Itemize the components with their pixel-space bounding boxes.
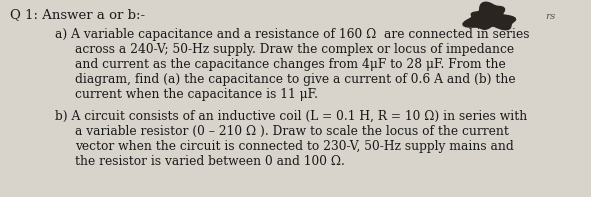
Text: current when the capacitance is 11 μF.: current when the capacitance is 11 μF. <box>75 88 318 101</box>
Text: vector when the circuit is connected to 230-V, 50-Hz supply mains and: vector when the circuit is connected to … <box>75 140 514 153</box>
Text: a) A variable capacitance and a resistance of 160 Ω  are connected in series: a) A variable capacitance and a resistan… <box>55 28 530 41</box>
Text: Q 1: Answer a or b:-: Q 1: Answer a or b:- <box>10 8 145 21</box>
Text: diagram, find (a) the capacitance to give a current of 0.6 A and (b) the: diagram, find (a) the capacitance to giv… <box>75 73 515 86</box>
Text: and current as the capacitance changes from 4μF to 28 μF. From the: and current as the capacitance changes f… <box>75 58 506 71</box>
Text: the resistor is varied between 0 and 100 Ω.: the resistor is varied between 0 and 100… <box>75 155 345 168</box>
Text: a variable resistor (0 – 210 Ω ). Draw to scale the locus of the current: a variable resistor (0 – 210 Ω ). Draw t… <box>75 125 509 138</box>
Text: across a 240-V; 50-Hz supply. Draw the complex or locus of impedance: across a 240-V; 50-Hz supply. Draw the c… <box>75 43 514 56</box>
Text: rs: rs <box>545 11 556 20</box>
Text: b) A circuit consists of an inductive coil (L = 0.1 H, R = 10 Ω) in series with: b) A circuit consists of an inductive co… <box>55 110 527 123</box>
Polygon shape <box>463 2 515 30</box>
